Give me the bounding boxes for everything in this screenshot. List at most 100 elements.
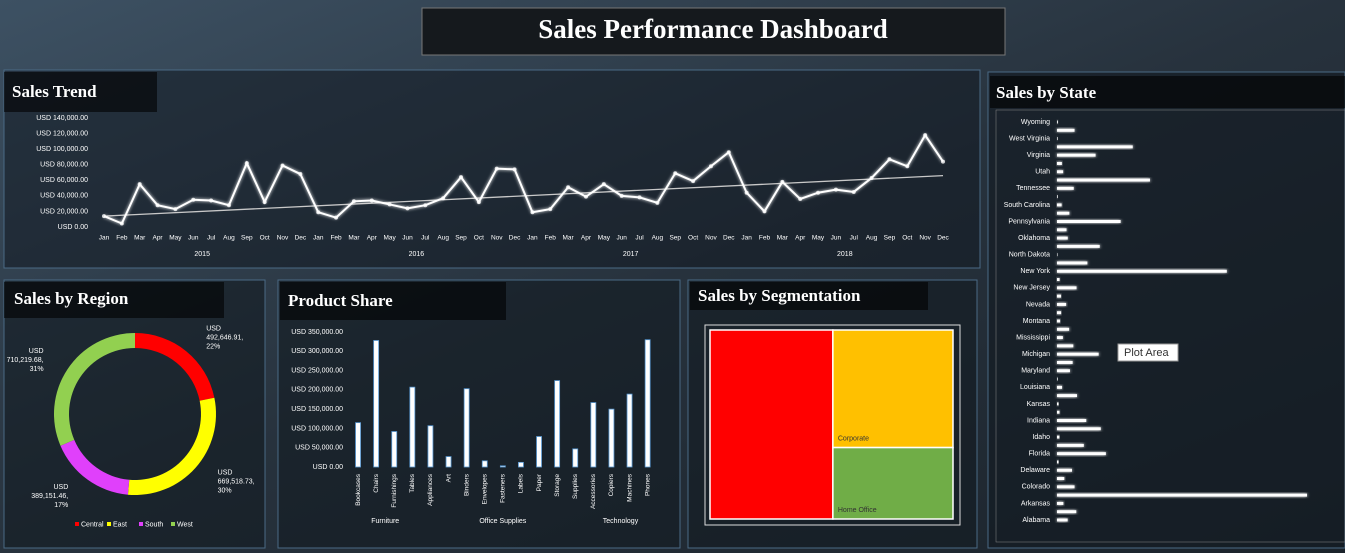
legend-label: South bbox=[145, 521, 163, 528]
x-tick-label: Apr bbox=[795, 235, 806, 242]
y-tick-label: Louisiana bbox=[1020, 384, 1050, 391]
bar bbox=[1057, 253, 1058, 257]
point bbox=[137, 182, 142, 187]
bar bbox=[1057, 294, 1061, 298]
point bbox=[476, 200, 481, 205]
y-tick-label: South Carolina bbox=[1004, 202, 1050, 209]
x-tick-label: Phones bbox=[644, 473, 651, 496]
point bbox=[583, 194, 588, 199]
bar bbox=[1057, 302, 1067, 306]
point bbox=[798, 196, 803, 201]
bar bbox=[1057, 344, 1074, 348]
x-tick-label: Mar bbox=[777, 235, 789, 242]
y-tick-label: Oklahoma bbox=[1018, 235, 1050, 242]
tooltip bbox=[1117, 343, 1179, 362]
x-tick-label: Dec bbox=[295, 235, 307, 242]
y-tick-label: Delaware bbox=[1020, 467, 1050, 474]
plot-frame bbox=[995, 109, 1345, 543]
y-tick-label: USD 300,000.00 bbox=[291, 348, 343, 355]
x-tick-label: Bookcases bbox=[355, 473, 362, 506]
y-tick-label: USD 350,000.00 bbox=[291, 329, 343, 336]
x-tick-label: Jul bbox=[635, 235, 644, 242]
x-tick-label: Supplies bbox=[572, 473, 579, 499]
y-tick-label: Maryland bbox=[1021, 368, 1050, 375]
tooltip-text: Plot Area bbox=[1124, 347, 1170, 359]
y-tick-label: USD 120,000.00 bbox=[36, 130, 88, 137]
x-tick-label: Apr bbox=[581, 235, 592, 242]
x-tick-label: Nov bbox=[491, 235, 503, 242]
legend-label: West bbox=[177, 521, 193, 528]
bar bbox=[409, 386, 416, 468]
x-tick-label: Aug bbox=[652, 235, 664, 242]
point bbox=[316, 210, 321, 215]
point bbox=[833, 187, 838, 192]
x-tick-label: May bbox=[169, 235, 182, 242]
point bbox=[566, 185, 571, 190]
bar bbox=[1057, 427, 1101, 431]
bar bbox=[1057, 452, 1106, 456]
x-tick-label: Jul bbox=[421, 235, 430, 242]
bar bbox=[1057, 477, 1065, 481]
x-tick-label: Sep bbox=[669, 235, 681, 242]
point bbox=[923, 133, 928, 138]
point bbox=[119, 221, 124, 226]
header-box bbox=[4, 72, 157, 112]
point bbox=[369, 198, 374, 203]
x-tick-label: Jan bbox=[313, 235, 324, 242]
bar bbox=[644, 339, 651, 468]
y-tick-label: Mississippi bbox=[1016, 334, 1050, 341]
point bbox=[351, 199, 356, 204]
chart-title: Product Share bbox=[288, 291, 393, 310]
point bbox=[780, 179, 785, 184]
x-tick-label: Oct bbox=[474, 235, 484, 242]
header-box bbox=[4, 282, 224, 318]
bar bbox=[499, 465, 506, 468]
bar bbox=[355, 422, 361, 468]
y-tick-label: Michigan bbox=[1022, 351, 1050, 358]
point bbox=[405, 206, 410, 211]
bar bbox=[1057, 419, 1087, 422]
bar bbox=[518, 461, 524, 468]
x-tick-label: Oct bbox=[260, 235, 270, 242]
y-tick-label: USD 50,000.00 bbox=[295, 445, 343, 452]
dashboard-title: Sales Performance Dashboard bbox=[538, 14, 887, 44]
y-tick-label: USD 80,000.00 bbox=[40, 162, 88, 169]
x-tick-label: Paper bbox=[536, 473, 543, 491]
x-tick-label: Apr bbox=[367, 235, 378, 242]
chart-title: Sales by Segmentation bbox=[698, 286, 861, 305]
x-tick-label: Nov bbox=[919, 235, 931, 242]
donut-slice bbox=[60, 439, 130, 495]
bar bbox=[1057, 435, 1060, 439]
y-tick-label: West Virginia bbox=[1009, 135, 1050, 142]
y-tick-label: Alabama bbox=[1022, 517, 1050, 524]
y-tick-label: USD 100,000.00 bbox=[36, 146, 88, 153]
bar bbox=[1057, 410, 1060, 414]
y-tick-label: USD 20,000.00 bbox=[40, 208, 88, 215]
x-tick-label: May bbox=[812, 235, 825, 242]
bar bbox=[1057, 178, 1150, 182]
point bbox=[102, 214, 106, 219]
cell-label: Home Office bbox=[838, 507, 877, 514]
x-tick-label: Jun bbox=[402, 235, 413, 242]
x-tick-label: Dec bbox=[723, 235, 735, 242]
line-series bbox=[103, 133, 944, 225]
point bbox=[601, 182, 606, 187]
bar bbox=[1057, 244, 1100, 248]
x-tick-label: Binders bbox=[463, 473, 470, 496]
y-tick-label: Idaho bbox=[1032, 434, 1050, 441]
point bbox=[298, 172, 303, 177]
point bbox=[423, 203, 428, 208]
point bbox=[441, 196, 446, 201]
point bbox=[512, 167, 517, 172]
y-tick-label: Pennsylvania bbox=[1008, 218, 1050, 225]
point bbox=[816, 190, 821, 195]
y-tick-label: USD 60,000.00 bbox=[40, 177, 88, 184]
point bbox=[708, 164, 713, 169]
point bbox=[762, 209, 767, 214]
bar bbox=[1057, 394, 1077, 398]
y-tick-label: USD 0.00 bbox=[58, 224, 88, 231]
group-label: 2018 bbox=[837, 251, 853, 258]
point bbox=[726, 150, 731, 155]
treemap-cell bbox=[832, 329, 954, 449]
panel bbox=[987, 71, 1345, 549]
